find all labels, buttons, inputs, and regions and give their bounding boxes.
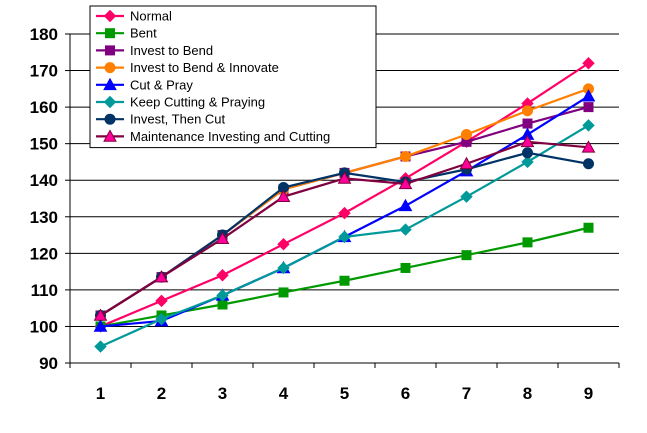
data-point xyxy=(522,105,533,117)
data-point xyxy=(155,294,168,308)
legend-swatch-marker xyxy=(103,95,117,109)
data-point xyxy=(277,261,290,275)
legend-swatch-marker xyxy=(103,129,117,142)
legend-entry: Bent xyxy=(96,26,157,41)
legend-swatch-marker xyxy=(103,77,117,91)
y-tick-label: 110 xyxy=(31,281,58,300)
x-tick-label: 1 xyxy=(96,384,105,403)
x-tick-label: 4 xyxy=(279,384,289,403)
data-point xyxy=(583,102,594,113)
data-point xyxy=(155,312,168,326)
legend-swatch-marker xyxy=(105,28,115,39)
data-point xyxy=(520,134,535,148)
data-point xyxy=(582,119,595,132)
legend-label: Cut & Pray xyxy=(130,77,193,92)
data-point xyxy=(339,275,350,286)
legend-entry: Invest, Then Cut xyxy=(96,112,226,127)
axes: 90 100 110 120 130 140 150 160 170 180 1 2 3 4 5 6 7 8 9 xyxy=(30,25,620,403)
legend-swatch-marker xyxy=(104,113,116,125)
data-point xyxy=(582,57,595,70)
data-point xyxy=(522,147,533,159)
data-point xyxy=(94,340,107,353)
legend-entry: Normal xyxy=(96,9,172,24)
data-point xyxy=(93,319,108,332)
y-tick-label: 100 xyxy=(30,317,58,336)
data-point xyxy=(461,129,472,141)
data-point xyxy=(278,287,289,298)
legend-label: Keep Cutting & Praying xyxy=(130,95,265,110)
series xyxy=(94,119,595,353)
y-tick-label: 170 xyxy=(30,62,58,81)
data-point xyxy=(522,118,533,129)
x-tick-label: 3 xyxy=(218,384,227,403)
data-point xyxy=(154,270,169,283)
y-tick-label: 140 xyxy=(30,171,58,190)
data-point xyxy=(521,155,534,169)
y-tick-label: 180 xyxy=(30,25,58,44)
series xyxy=(93,134,596,321)
legend-entry: Keep Cutting & Praying xyxy=(96,95,265,110)
data-point xyxy=(460,190,473,203)
data-point xyxy=(338,206,351,220)
data-point xyxy=(398,198,413,212)
data-point xyxy=(277,237,290,251)
legend-label: Bent xyxy=(130,26,157,41)
legend-swatch-marker xyxy=(105,45,115,56)
legend-box xyxy=(89,5,377,149)
data-point xyxy=(276,189,291,202)
data-point xyxy=(337,171,352,184)
y-tick-label: 160 xyxy=(30,98,58,117)
data-point xyxy=(215,231,230,245)
y-tick-label: 150 xyxy=(30,135,58,154)
data-point xyxy=(93,308,108,321)
x-tick-label: 7 xyxy=(462,384,471,403)
legend: Normal Bent Invest to Bend Invest to Bend &… xyxy=(89,5,377,149)
legend-label: Invest to Bend & Innovate xyxy=(130,60,279,75)
legend-entry: Invest to Bend & Innovate xyxy=(96,60,279,75)
data-point xyxy=(522,237,533,248)
x-tick-label: 6 xyxy=(401,384,410,403)
legend-entry: Cut & Pray xyxy=(96,77,193,92)
data-point xyxy=(459,156,474,170)
legend-entry: Maintenance Investing and Cutting xyxy=(96,129,330,144)
x-tick-label: 2 xyxy=(157,384,166,403)
y-tick-label: 130 xyxy=(30,208,58,227)
data-point xyxy=(398,176,413,190)
y-tick-label: 90 xyxy=(39,354,58,373)
legend-swatch-marker xyxy=(104,62,116,74)
legend-label: Invest to Bend xyxy=(130,43,213,58)
legend-entry: Invest to Bend xyxy=(96,43,213,58)
data-point xyxy=(461,250,472,261)
x-tick-label: 9 xyxy=(584,384,593,403)
data-point xyxy=(216,289,229,302)
x-tick-label: 8 xyxy=(523,384,532,403)
x-tick-label: 5 xyxy=(340,384,349,403)
data-point xyxy=(583,158,594,170)
data-point xyxy=(583,222,594,233)
data-point xyxy=(399,223,412,236)
series-group xyxy=(93,57,596,353)
data-point xyxy=(581,89,596,102)
data-point xyxy=(581,140,596,153)
data-point xyxy=(400,262,411,273)
legend-swatch-marker xyxy=(103,9,117,23)
legend-label: Normal xyxy=(130,9,172,24)
data-point xyxy=(338,230,351,244)
legend-label: Maintenance Investing and Cutting xyxy=(130,129,330,144)
y-tick-label: 120 xyxy=(30,244,58,263)
data-point xyxy=(400,150,411,162)
legend-label: Invest, Then Cut xyxy=(130,112,226,127)
data-point xyxy=(216,269,229,282)
